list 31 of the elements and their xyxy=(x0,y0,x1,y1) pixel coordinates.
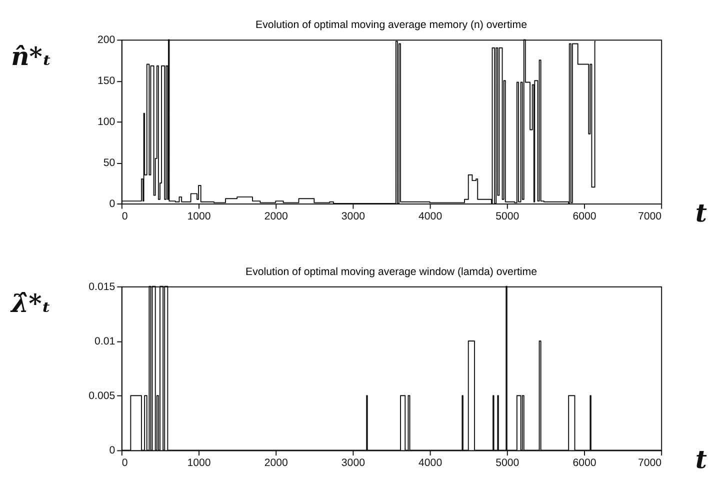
x-axis-title: t xyxy=(695,444,708,474)
y-tick-label: 0 xyxy=(109,444,116,457)
x-tick-label: 6000 xyxy=(572,210,596,222)
y-tick-label: 0.01 xyxy=(94,335,116,348)
y-tick-label: 100 xyxy=(97,116,116,128)
x-tick-label: 1000 xyxy=(187,210,211,222)
chart-title: Evolution of optimal moving average memory (n) overtime xyxy=(256,19,528,32)
x-tick-label: 3000 xyxy=(341,210,366,222)
x-tick-label: 7000 xyxy=(638,210,662,222)
y-tick-label: 0 xyxy=(109,198,116,210)
x-tick-label: 5000 xyxy=(496,457,520,470)
x-tick-label: 2000 xyxy=(264,210,288,222)
y-tick-label: 150 xyxy=(97,75,116,88)
x-tick-label: 4000 xyxy=(418,210,442,222)
x-tick-label: 7000 xyxy=(638,457,662,470)
x-tick-label: 0 xyxy=(122,457,128,470)
x-tick-label: 0 xyxy=(122,210,128,222)
x-tick-label: 2000 xyxy=(264,457,288,470)
y-tick-label: 0.005 xyxy=(88,390,116,402)
x-axis-title: t xyxy=(695,197,708,228)
x-tick-label: 6000 xyxy=(572,457,596,470)
y-tick-label: 50 xyxy=(103,156,116,169)
x-tick-label: 3000 xyxy=(341,457,366,470)
x-tick-label: 5000 xyxy=(496,210,520,222)
y-tick-label: 0.015 xyxy=(88,280,116,293)
x-tick-label: 4000 xyxy=(418,457,442,470)
y-tick-label: 200 xyxy=(97,34,116,46)
y-axis-title: λ̂*ₜ xyxy=(10,288,52,318)
x-tick-label: 1000 xyxy=(187,457,211,470)
chart-title: Evolution of optimal moving average window (lamda) overtime xyxy=(246,266,538,278)
y-axis-title: n̂*ₜ xyxy=(11,41,52,72)
